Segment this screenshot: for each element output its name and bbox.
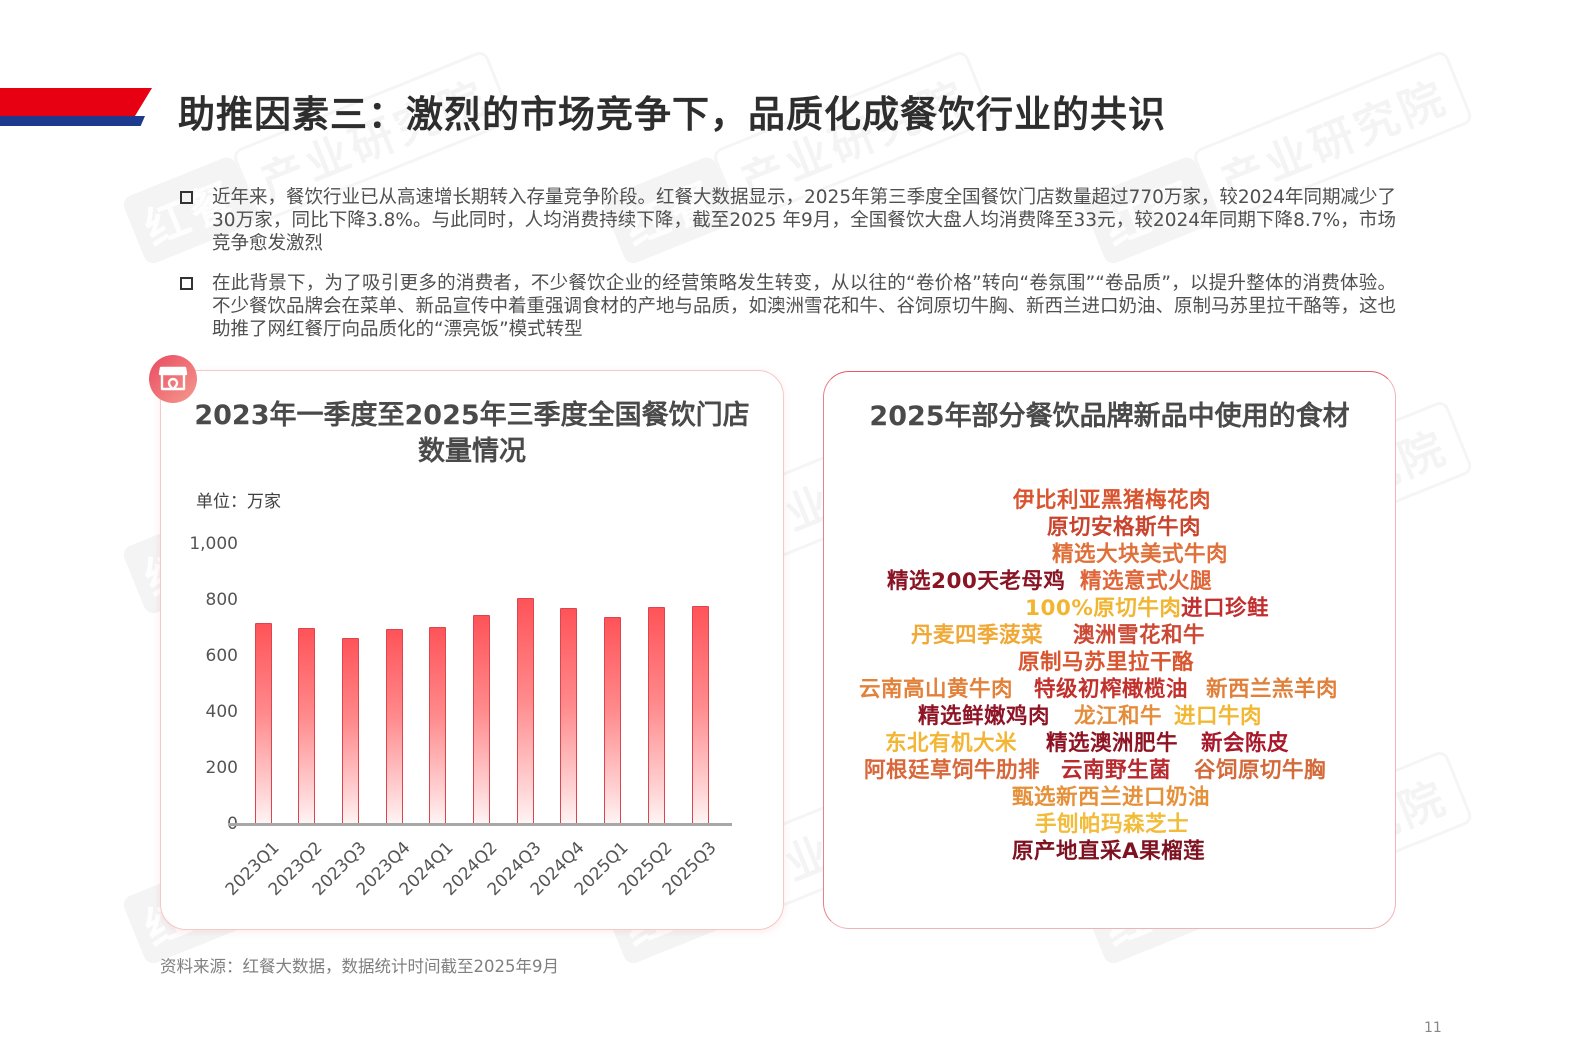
source-note: 资料来源：红餐大数据，数据统计时间截至2025年9月 [160, 957, 559, 976]
chart-title-line2: 数量情况 [418, 436, 526, 467]
bar-2023Q4[interactable] [385, 629, 403, 824]
y-axis-tick: 200 [205, 758, 238, 778]
bar-2023Q1[interactable] [254, 622, 272, 824]
bullet-text: 近年来，餐饮行业已从高速增长期转入存量竞争阶段。红餐大数据显示，2025年第三季… [212, 187, 1396, 254]
page-number: 11 [1424, 1020, 1442, 1036]
ingredient-word: 甄选新西兰进口奶油 [1012, 785, 1211, 810]
bar-2024Q3[interactable] [516, 597, 534, 824]
bar-2023Q3[interactable] [341, 637, 359, 824]
ingredient-word: 进口珍鲑 [1181, 596, 1270, 621]
ingredient-word: 精选澳洲肥牛 [1046, 731, 1179, 756]
ingredient-word: 云南野生菌 [1061, 758, 1172, 783]
bar-2024Q2[interactable] [473, 615, 490, 824]
bar-2025Q1[interactable] [604, 616, 622, 824]
ingredient-word: 云南高山黄牛肉 [859, 677, 1014, 702]
header-accent-red [0, 88, 152, 118]
ingredients-card [823, 371, 1396, 929]
square-bullet-icon [180, 277, 193, 290]
ingredient-word: 原切安格斯牛肉 [1047, 515, 1202, 540]
ingredient-word: 澳洲雪花和牛 [1073, 623, 1206, 648]
bar-2024Q1[interactable] [429, 627, 447, 824]
chart-title: 2023年一季度至2025年三季度全国餐饮门店 数量情况 [160, 398, 784, 470]
chart-unit-label: 单位：万家 [196, 492, 281, 512]
ingredient-word: 伊比利亚黑猪梅花肉 [1013, 488, 1212, 513]
bar-2025Q2[interactable] [647, 607, 665, 824]
ingredient-word: 原制马苏里拉干酪 [1018, 650, 1195, 675]
ingredient-word: 精选意式火腿 [1080, 569, 1213, 594]
ingredient-word: 新会陈皮 [1201, 731, 1290, 756]
y-axis-tick: 800 [205, 590, 238, 610]
chart-title-line1: 2023年一季度至2025年三季度全国餐饮门店 [194, 400, 750, 431]
ingredient-word: 谷饲原切牛胸 [1194, 758, 1327, 783]
y-axis-tick: 600 [205, 646, 238, 666]
bar-2023Q2[interactable] [298, 628, 316, 824]
ingredient-word: 新西兰羔羊肉 [1206, 677, 1339, 702]
header-accent-blue [0, 116, 145, 126]
ingredients-title: 2025年部分餐饮品牌新品中使用的食材 [869, 401, 1350, 432]
ingredient-word: 阿根廷草饲牛肋排 [864, 758, 1041, 783]
ingredient-word: 100%原切牛肉 [1025, 596, 1182, 621]
x-axis-line [228, 823, 732, 826]
y-axis-tick: 1,000 [189, 534, 238, 554]
header-accent-bar [0, 88, 160, 128]
bullet-text: 在此背景下，为了吸引更多的消费者，不少餐饮企业的经营策略发生转变，从以往的“卷价… [212, 273, 1397, 340]
bullet-item: 近年来，餐饮行业已从高速增长期转入存量竞争阶段。红餐大数据显示，2025年第三季… [178, 186, 1396, 255]
y-axis-tick: 400 [205, 702, 238, 722]
ingredient-word: 龙江和牛 [1074, 704, 1163, 729]
ingredient-word: 精选200天老母鸡 [887, 569, 1066, 594]
ingredient-word: 丹麦四季菠菜 [911, 623, 1044, 648]
bar-2025Q3[interactable] [691, 606, 709, 824]
ingredient-word: 原产地直采A果榴莲 [1012, 839, 1206, 864]
bullet-list: 近年来，餐饮行业已从高速增长期转入存量竞争阶段。红餐大数据显示，2025年第三季… [178, 186, 1396, 358]
ingredient-word: 精选大块美式牛肉 [1052, 542, 1229, 567]
ingredient-word: 东北有机大米 [885, 731, 1018, 756]
square-bullet-icon [180, 191, 193, 204]
ingredient-word: 特级初榨橄榄油 [1034, 677, 1189, 702]
bullet-item: 在此背景下，为了吸引更多的消费者，不少餐饮企业的经营策略发生转变，从以往的“卷价… [178, 272, 1396, 341]
page-title: 助推因素三：激烈的市场竞争下，品质化成餐饮行业的共识 [178, 93, 1166, 136]
ingredient-word: 进口牛肉 [1174, 704, 1263, 729]
ingredient-word: 手刨帕玛森芝士 [1035, 812, 1190, 837]
bar-2024Q4[interactable] [560, 607, 578, 824]
ingredient-word: 精选鲜嫩鸡肉 [918, 704, 1051, 729]
store-icon [149, 355, 197, 403]
